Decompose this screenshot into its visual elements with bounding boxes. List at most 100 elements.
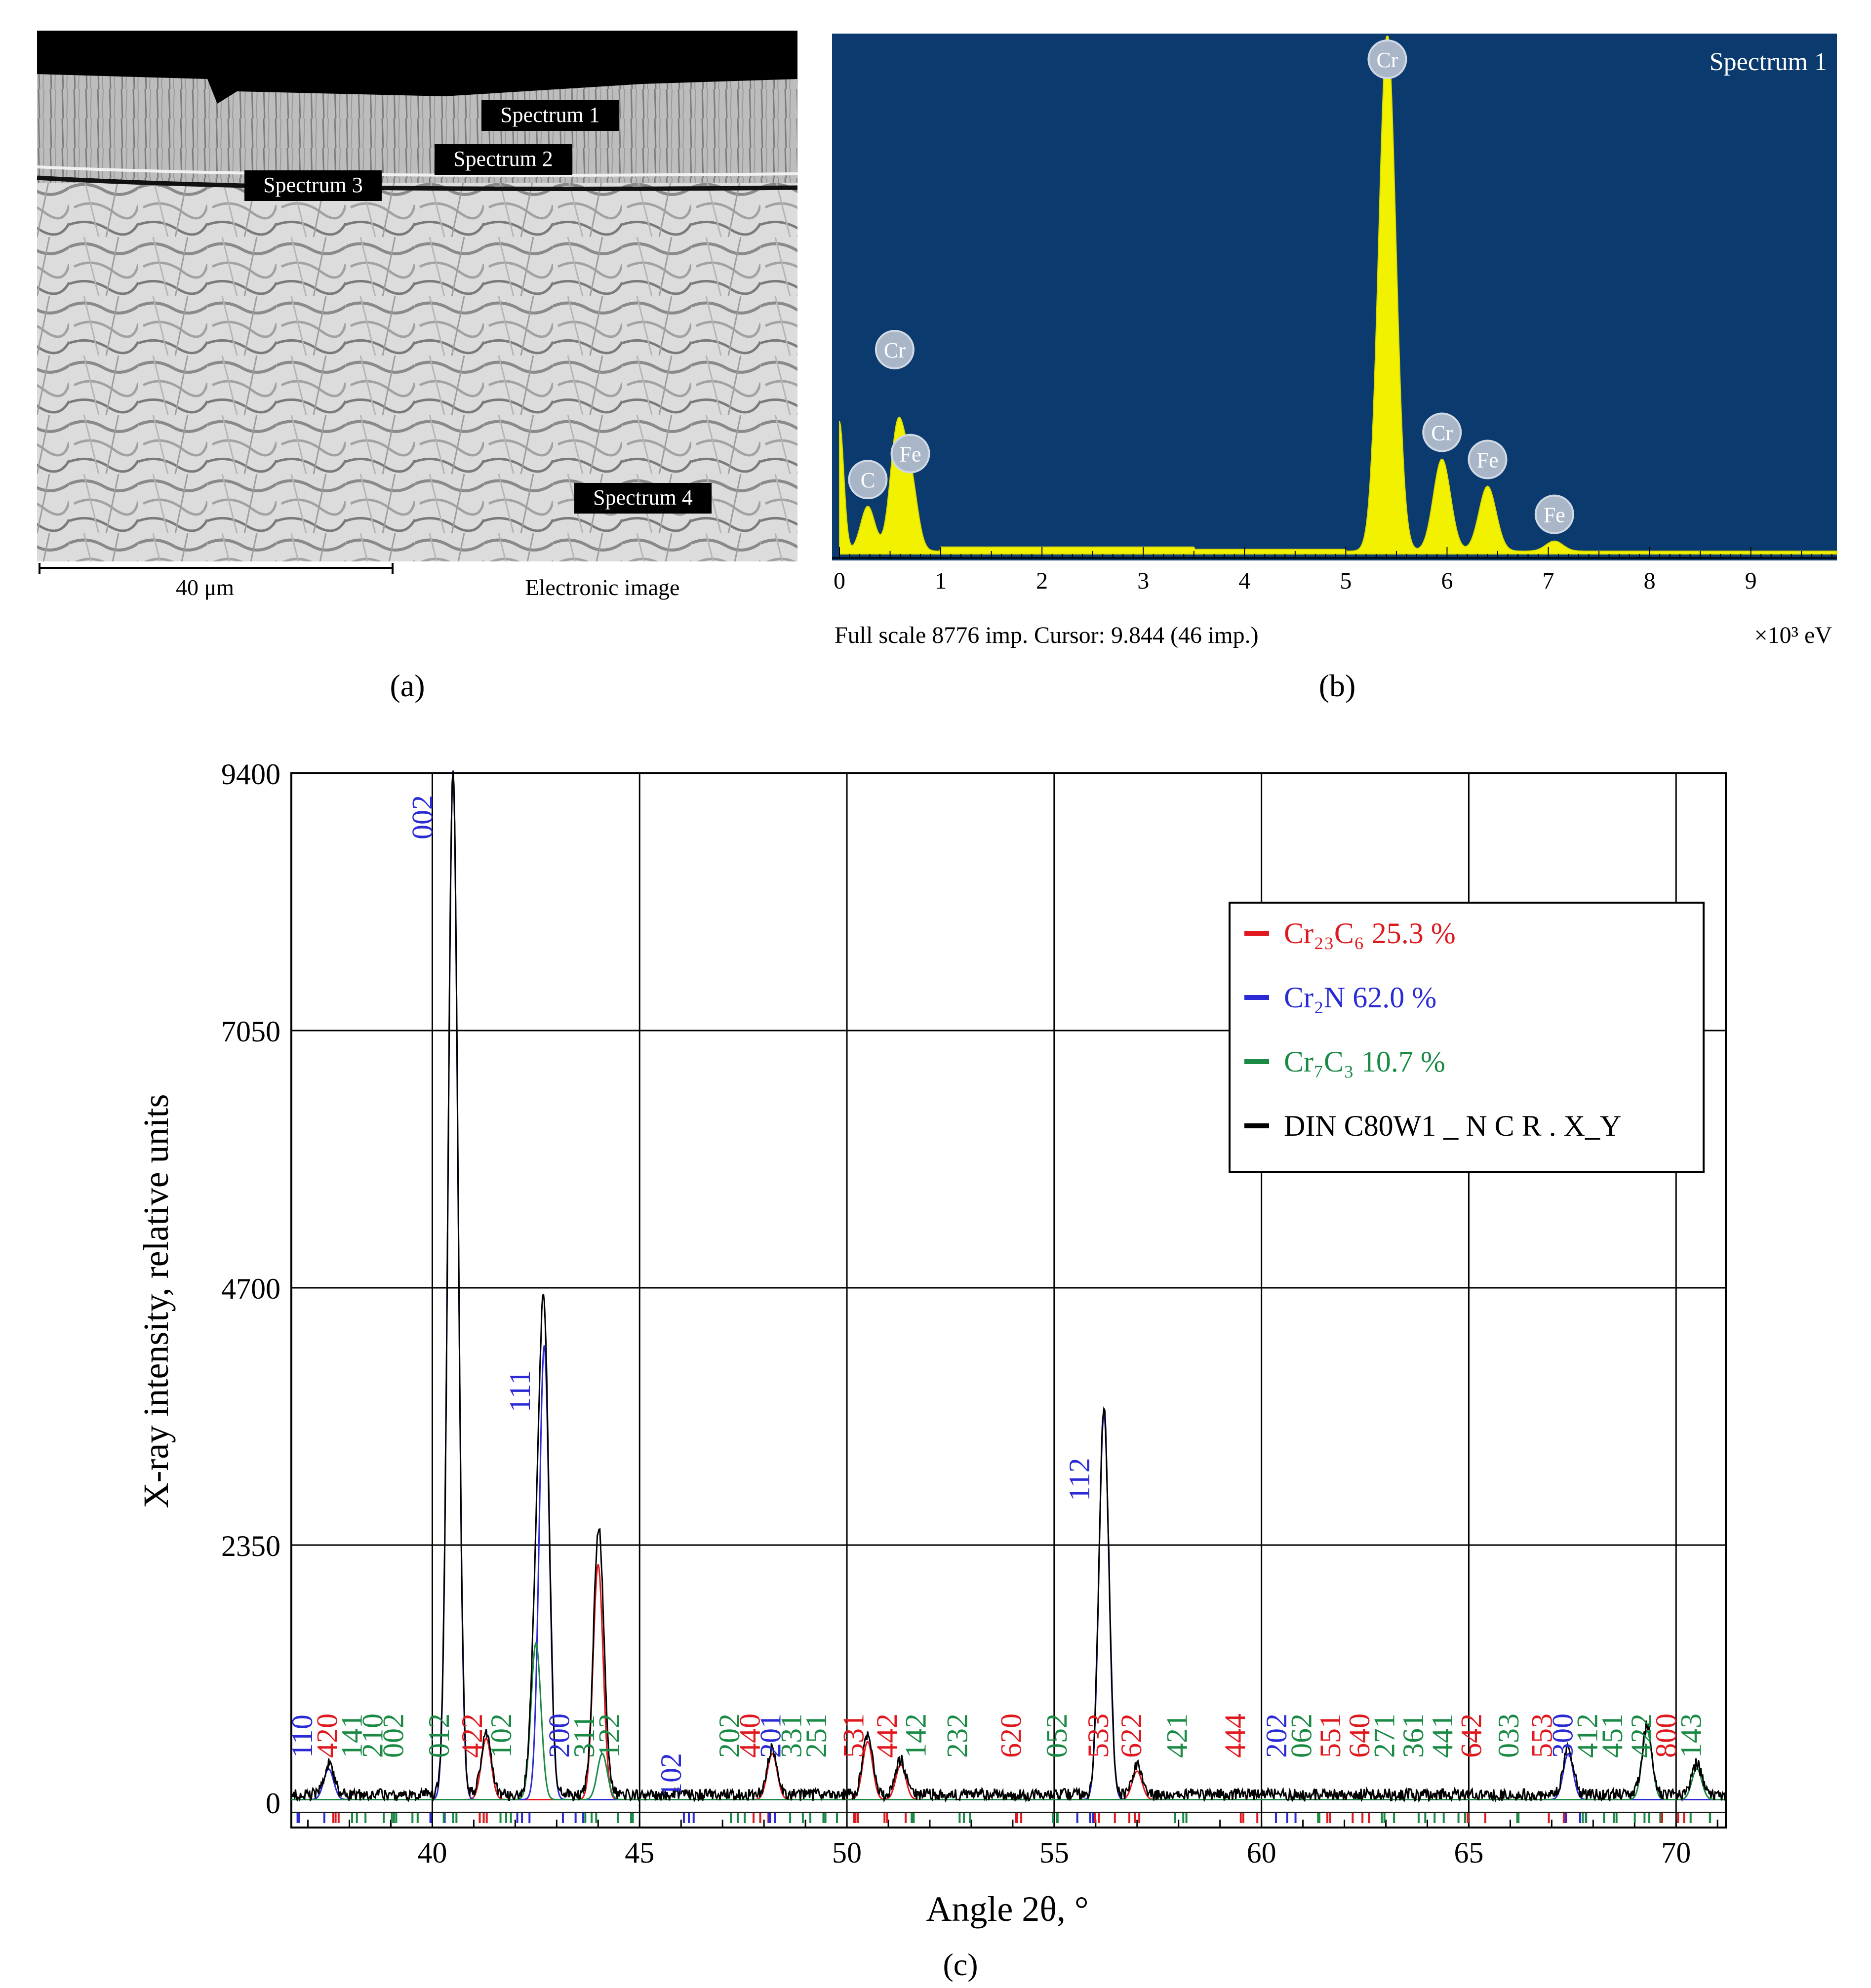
eds-x-tick-label: 3: [1137, 568, 1149, 594]
xrd-series-measured: [291, 771, 1726, 1803]
xrd-y-tick-label: 0: [266, 1787, 280, 1820]
legend-entry: DIN C80W1 _ N C R . X_Y: [1284, 1110, 1621, 1142]
xrd-hkl-label: 440: [734, 1713, 766, 1758]
xrd-hkl-label: 142: [900, 1713, 932, 1758]
panel-b: C Cr Fe Cr Cr Fe Fe 0 1 2 3 4 5 6 7 8 9 Spectrum 1 Full…: [832, 34, 1837, 703]
eds-plot-background: [832, 34, 1837, 560]
eds-x-tick-label: 2: [1036, 568, 1048, 594]
xrd-hkl-label: 331: [775, 1713, 808, 1758]
xrd-hkl-label: 110: [286, 1714, 318, 1758]
xrd-hkl-label: 442: [871, 1713, 903, 1758]
eds-x-tick-label: 4: [1238, 568, 1250, 594]
xrd-x-tick-label: 45: [625, 1836, 654, 1869]
legend-entry: Cr₂N 62.0 %: [1284, 981, 1436, 1014]
eds-x-tick-label: 9: [1745, 568, 1757, 594]
xrd-y-tick-label: 4700: [221, 1272, 280, 1305]
xrd-x-axis-title: Angle 2θ, °: [926, 1889, 1088, 1929]
xrd-hkl-label: 232: [941, 1713, 974, 1758]
xrd-hkl-label: 422: [1625, 1713, 1658, 1758]
xrd-hkl-label: 640: [1343, 1713, 1376, 1758]
eds-spectrum-area: [839, 35, 1837, 555]
spectrum-label-4: Spectrum 4: [574, 483, 712, 514]
xrd-hkl-label: 622: [1115, 1713, 1148, 1758]
xrd-hkl-label: 112: [1063, 1458, 1096, 1501]
xrd-hkl-label: 300: [1546, 1713, 1579, 1758]
eds-peak-marker: [890, 434, 930, 474]
xrd-hkl-label: 422: [456, 1713, 488, 1758]
xrd-hkl-label: 201: [755, 1713, 787, 1758]
xrd-hkl-label: 122: [593, 1713, 625, 1758]
xrd-legend: Cr₂₃C₆ 25.3 % Cr₂N 62.0 % Cr₇C₃ 10.7 % DIN …: [1229, 902, 1705, 1173]
xrd-hkl-label: 210: [357, 1713, 389, 1758]
xrd-hkl-label: 251: [800, 1713, 833, 1758]
xrd-y-tick-label: 9400: [221, 758, 280, 791]
xrd-hkl-label: 642: [1455, 1713, 1488, 1758]
eds-peak-marker: [875, 329, 915, 369]
xrd-hkl-label: 444: [1219, 1713, 1251, 1758]
eds-x-tick-label: 6: [1441, 568, 1453, 594]
panel-c-label: (c): [943, 1947, 978, 1982]
xrd-hkl-label: 421: [1161, 1713, 1194, 1758]
xrd-hkl-label: 451: [1596, 1713, 1629, 1758]
xrd-hkl-label: 033: [1492, 1713, 1525, 1758]
eds-footer-right: ×10³ eV: [1754, 622, 1832, 648]
xrd-hkl-label: 002: [406, 795, 438, 839]
xrd-hkl-label: 200: [543, 1713, 576, 1758]
xrd-hkl-label: 800: [1650, 1713, 1682, 1758]
xrd-hkl-label: 143: [1675, 1713, 1708, 1758]
eds-peak-marker: [1367, 40, 1407, 79]
spectrum-label-3: Spectrum 3: [244, 170, 382, 201]
xrd-hkl-label: 531: [837, 1713, 870, 1758]
eds-peak-element: Fe: [1476, 448, 1498, 473]
panel-a-label: (a): [390, 668, 425, 703]
xrd-hkl-label: 062: [1285, 1713, 1317, 1758]
xrd-x-tick-label: 65: [1454, 1836, 1483, 1869]
xrd-x-tick-label: 70: [1661, 1836, 1691, 1869]
spectrum-label-2: Spectrum 2: [435, 144, 572, 175]
eds-peak-element: Cr: [1376, 48, 1398, 72]
xrd-hkl-label: 052: [1040, 1713, 1073, 1758]
xrd-hkl-label: 420: [311, 1713, 343, 1758]
xrd-hkl-label: 102: [655, 1753, 687, 1797]
spectrum-label-1: Spectrum 1: [481, 100, 619, 131]
xrd-hkl-label: 441: [1426, 1713, 1459, 1758]
xrd-hkl-label: 412: [1571, 1713, 1604, 1758]
xrd-hkl-label: 620: [995, 1713, 1028, 1758]
eds-x-tick-label: 8: [1644, 568, 1656, 594]
eds-peak-element: C: [861, 468, 875, 492]
spectrum-label-1-text: Spectrum 1: [500, 103, 600, 127]
xrd-x-tick-label: 60: [1247, 1836, 1276, 1869]
xrd-hkl-label: 271: [1368, 1713, 1400, 1758]
xrd-x-axis: 40 45 50 55 60 65 70: [307, 1820, 1718, 1869]
xrd-y-axis: 0 2350 4700 7050 9400: [221, 758, 280, 1820]
eds-peak-marker: [1468, 439, 1508, 479]
xrd-hkl-label: 553: [1525, 1713, 1558, 1758]
xrd-hkl-label: 361: [1397, 1713, 1430, 1758]
xrd-y-axis-title: X-ray intensity, relative units: [136, 1094, 176, 1508]
xrd-hkl-label: 002: [377, 1713, 410, 1758]
panel-a: Spectrum 1 Spectrum 2 Spectrum 3 Spectru…: [37, 31, 798, 703]
eds-x-tick-label: 7: [1543, 568, 1554, 594]
panel-b-label: (b): [1319, 668, 1356, 703]
eds-title: Spectrum 1: [1710, 48, 1827, 76]
eds-x-axis: 0 1 2 3 4 5 6 7 8 9: [832, 547, 1837, 594]
xrd-hkl-label: 202: [713, 1713, 746, 1758]
eds-peak-markers: C Cr Fe Cr Cr Fe Fe: [848, 40, 1574, 534]
xrd-y-tick-label: 7050: [221, 1015, 280, 1048]
eds-x-tick-label: 5: [1340, 568, 1352, 594]
eds-footer-left: Full scale 8776 imp. Cursor: 9.844 (46 i…: [835, 622, 1259, 648]
xrd-x-tick-label: 40: [417, 1836, 447, 1869]
eds-peak-element: Cr: [1431, 421, 1453, 445]
eds-peak-marker: [848, 460, 888, 500]
image-caption: Electronic image: [525, 575, 680, 600]
xrd-hkl-label: 102: [485, 1713, 518, 1758]
spectrum-label-4-text: Spectrum 4: [593, 485, 693, 510]
xrd-hkl-label: 141: [336, 1713, 368, 1758]
xrd-y-tick-label: 2350: [221, 1530, 280, 1562]
xrd-hkl-label: 533: [1082, 1713, 1115, 1758]
eds-x-tick-label: 0: [834, 568, 845, 594]
eds-peak-element: Cr: [884, 338, 906, 362]
